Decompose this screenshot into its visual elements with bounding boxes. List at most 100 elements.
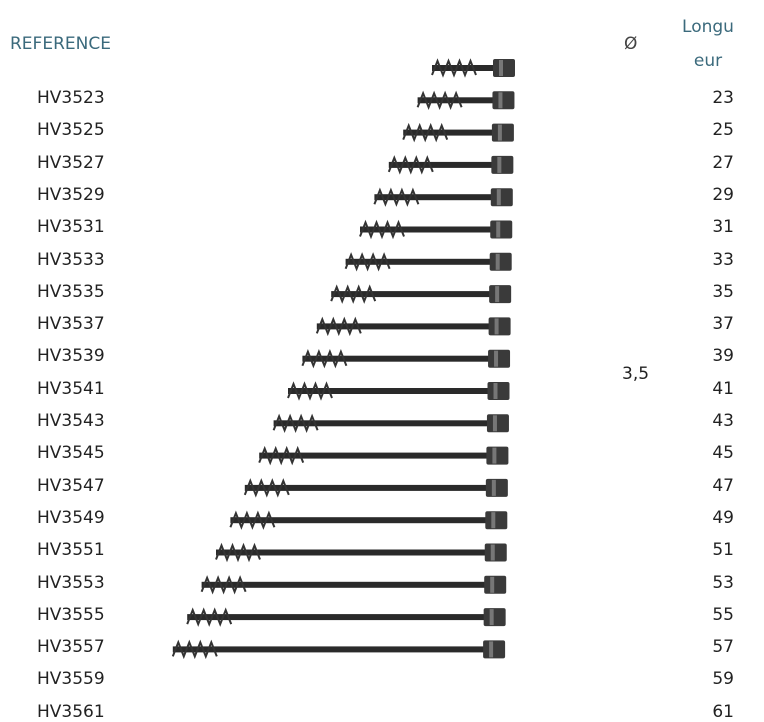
reference: HV3557 bbox=[37, 637, 105, 657]
screw-head bbox=[489, 285, 511, 303]
length: 35 bbox=[712, 282, 734, 302]
reference: HV3539 bbox=[37, 346, 105, 366]
length: 61 bbox=[712, 702, 734, 722]
length: 59 bbox=[712, 669, 734, 689]
screw bbox=[216, 544, 507, 562]
screw-shaft bbox=[230, 517, 487, 523]
screw bbox=[202, 576, 507, 594]
page: REFERENCE Ø Longueur 3,5 HV3523 23 HV3525 2… bbox=[0, 0, 764, 722]
screw-head bbox=[490, 253, 512, 271]
screw bbox=[274, 414, 509, 432]
length: 25 bbox=[712, 120, 734, 140]
screw-head bbox=[491, 156, 513, 174]
reference: HV3523 bbox=[37, 88, 105, 108]
length: 49 bbox=[712, 508, 734, 528]
screw-head bbox=[488, 350, 510, 368]
screw bbox=[432, 59, 515, 77]
screw-head-shine bbox=[495, 286, 499, 302]
screw bbox=[374, 188, 512, 206]
screw-head-shine bbox=[495, 318, 499, 334]
screw-head bbox=[493, 59, 515, 77]
length-header: Longueur bbox=[680, 10, 736, 78]
reference: HV3561 bbox=[37, 702, 105, 722]
screw-head-shine bbox=[492, 448, 496, 464]
screw-head-shine bbox=[494, 383, 498, 399]
screw-head bbox=[488, 382, 510, 400]
screw bbox=[389, 156, 514, 174]
length: 31 bbox=[712, 217, 734, 237]
screw-shaft bbox=[418, 97, 495, 103]
screw-head-shine bbox=[492, 480, 496, 496]
length: 27 bbox=[712, 153, 734, 173]
screw-head-shine bbox=[490, 609, 494, 625]
screw-head bbox=[492, 91, 514, 109]
screw bbox=[346, 253, 512, 271]
screw-head bbox=[486, 447, 508, 465]
length: 51 bbox=[712, 540, 734, 560]
screw bbox=[302, 350, 510, 368]
screw-head-shine bbox=[493, 415, 497, 431]
screw-shaft bbox=[346, 259, 492, 265]
screw-head bbox=[483, 640, 505, 658]
screw-head-shine bbox=[496, 254, 500, 270]
screw-head-shine bbox=[494, 351, 498, 367]
length: 23 bbox=[712, 88, 734, 108]
screw-head bbox=[487, 414, 509, 432]
reference: HV3533 bbox=[37, 250, 105, 270]
reference: HV3555 bbox=[37, 605, 105, 625]
screw-shaft bbox=[187, 614, 485, 620]
screw-illustration bbox=[0, 0, 764, 722]
reference: HV3551 bbox=[37, 540, 105, 560]
length: 45 bbox=[712, 443, 734, 463]
length: 43 bbox=[712, 411, 734, 431]
length: 37 bbox=[712, 314, 734, 334]
diameter-value: 3,5 bbox=[622, 364, 649, 384]
length: 29 bbox=[712, 185, 734, 205]
screw bbox=[259, 447, 508, 465]
length: 41 bbox=[712, 379, 734, 399]
reference: HV3559 bbox=[37, 669, 105, 689]
screw bbox=[331, 285, 511, 303]
screw-shaft bbox=[302, 356, 490, 362]
reference-header: REFERENCE bbox=[10, 34, 111, 54]
screw-head-shine bbox=[498, 92, 502, 108]
screw-head-shine bbox=[490, 577, 494, 593]
screw bbox=[360, 221, 512, 239]
length: 47 bbox=[712, 476, 734, 496]
screw bbox=[187, 608, 505, 626]
length: 57 bbox=[712, 637, 734, 657]
reference: HV3527 bbox=[37, 153, 105, 173]
screw-shaft bbox=[274, 420, 489, 426]
length: 33 bbox=[712, 250, 734, 270]
screw-head bbox=[484, 608, 506, 626]
reference: HV3537 bbox=[37, 314, 105, 334]
screw-head-shine bbox=[497, 157, 501, 173]
screw-shaft bbox=[173, 646, 485, 652]
screw-head bbox=[490, 221, 512, 239]
screw bbox=[418, 91, 515, 109]
screw bbox=[288, 382, 510, 400]
length: 39 bbox=[712, 346, 734, 366]
screw-shaft bbox=[389, 162, 494, 168]
reference: HV3535 bbox=[37, 282, 105, 302]
diameter-header: Ø bbox=[624, 34, 637, 54]
screw bbox=[317, 317, 511, 335]
screw-head-shine bbox=[497, 189, 501, 205]
screw bbox=[173, 640, 505, 658]
screw-head-shine bbox=[496, 222, 500, 238]
reference: HV3531 bbox=[37, 217, 105, 237]
screw-head-shine bbox=[489, 641, 493, 657]
reference: HV3549 bbox=[37, 508, 105, 528]
reference: HV3553 bbox=[37, 573, 105, 593]
screw-head bbox=[492, 124, 514, 142]
screw-head-shine bbox=[491, 512, 495, 528]
reference: HV3541 bbox=[37, 379, 105, 399]
reference: HV3545 bbox=[37, 443, 105, 463]
screw bbox=[403, 124, 514, 142]
screw-head bbox=[489, 317, 511, 335]
screw bbox=[245, 479, 508, 497]
screw-head-shine bbox=[491, 545, 495, 561]
screw-head bbox=[484, 576, 506, 594]
reference: HV3525 bbox=[37, 120, 105, 140]
length: 53 bbox=[712, 573, 734, 593]
